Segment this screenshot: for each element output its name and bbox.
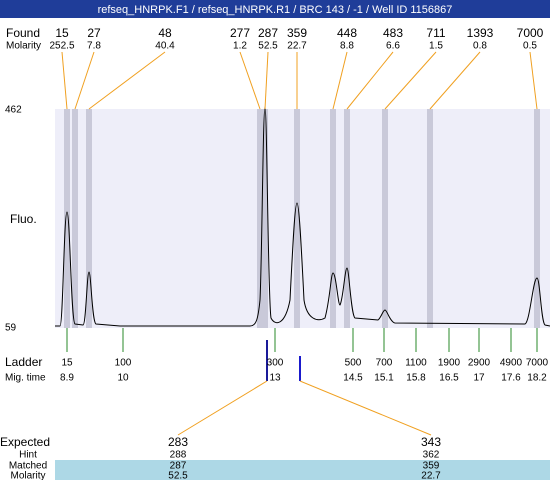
matched-band: [55, 460, 550, 480]
found-size: 711: [426, 26, 445, 40]
molarity-value: 1.2: [233, 41, 247, 52]
ladder-size: 1900: [438, 358, 461, 369]
peak-connector: [346, 51, 394, 110]
peak-connector: [429, 51, 481, 110]
connector: [299, 380, 432, 436]
found-size: 359: [287, 26, 307, 40]
y-top-label: 462: [5, 105, 22, 116]
peak-band: [262, 109, 268, 328]
matched-size: 359: [423, 461, 440, 472]
hint-size: 288: [170, 450, 187, 461]
expected-size: 343: [421, 435, 441, 449]
found-size: 15: [55, 26, 69, 40]
ladder-size: 2900: [468, 358, 491, 369]
molarity-value: 8.8: [340, 41, 354, 52]
molarity-value: 252.5: [49, 41, 74, 52]
mig-time: 13: [269, 373, 281, 384]
found-size: 277: [230, 26, 250, 40]
found-size: 448: [337, 26, 357, 40]
expected-label: Expected: [0, 435, 50, 449]
y-axis-label: Fluo.: [10, 212, 37, 226]
ladder-size: 7000: [526, 358, 549, 369]
mig-time: 10: [117, 373, 129, 384]
matched-molarity: 52.5: [168, 471, 188, 480]
found-label: Found: [6, 26, 40, 40]
peak-band: [330, 109, 336, 328]
peak-connector: [332, 51, 348, 110]
ladder-size: 500: [345, 358, 362, 369]
expected-size: 283: [168, 435, 188, 449]
ladder-size: 300: [267, 358, 284, 369]
peak-band: [72, 109, 78, 328]
matched-size: 287: [170, 461, 187, 472]
hint-size: 362: [423, 450, 440, 461]
found-size: 287: [258, 26, 278, 40]
peak-band: [427, 109, 433, 328]
molarity-value: 0.5: [523, 41, 537, 52]
peak-band: [294, 109, 300, 328]
mig-time: 14.5: [343, 373, 363, 384]
found-size: 7000: [517, 26, 544, 40]
header-bar: [0, 0, 550, 18]
ladder-label: Ladder: [5, 355, 42, 369]
mig-time-label: Mig. time: [5, 373, 46, 384]
peak-connector: [239, 51, 261, 110]
peak-band: [382, 109, 388, 328]
molarity-value: 0.8: [473, 41, 487, 52]
y-bottom-label: 59: [5, 323, 17, 334]
molarity-value: 6.6: [386, 41, 400, 52]
peak-connector: [74, 51, 95, 110]
molarity-value: 22.7: [287, 41, 307, 52]
peak-connector: [384, 51, 437, 110]
matched-molarity: 22.7: [421, 471, 441, 480]
peak-connector: [88, 51, 166, 110]
mig-time: 17.6: [501, 373, 521, 384]
peak-band: [257, 109, 263, 328]
matched-label: Matched: [9, 461, 47, 472]
ladder-size: 15: [61, 358, 73, 369]
header-title: refseq_HNRPK.F1 / refseq_HNRPK.R1 / BRC …: [98, 4, 453, 16]
mig-time: 17: [473, 373, 485, 384]
hint-label: Hint: [19, 450, 37, 461]
ladder-size: 700: [376, 358, 393, 369]
peak-band: [534, 109, 540, 328]
molarity-value: 52.5: [258, 41, 278, 52]
peak-band: [86, 109, 92, 328]
peak-connector: [264, 51, 269, 110]
peak-connector: [61, 51, 68, 110]
mig-time: 8.9: [60, 373, 74, 384]
mig-time: 15.1: [374, 373, 394, 384]
mig-time: 18.2: [527, 373, 547, 384]
molarity-value: 40.4: [155, 41, 175, 52]
trace: [55, 106, 550, 327]
found-size: 1393: [467, 26, 494, 40]
peak-band: [64, 109, 70, 328]
found-size: 27: [87, 26, 101, 40]
found-size: 48: [158, 26, 172, 40]
molarity-value: 7.8: [87, 41, 101, 52]
connector: [177, 380, 268, 436]
ladder-size: 1100: [405, 358, 427, 369]
ladder-size: 100: [115, 358, 132, 369]
molarity-value: 1.5: [429, 41, 443, 52]
peak-connector: [529, 51, 538, 110]
matched-molarity-label: Molarity: [10, 471, 45, 480]
mig-time: 15.8: [406, 373, 426, 384]
molarity-label: Molarity: [6, 41, 41, 52]
ladder-size: 4900: [500, 358, 523, 369]
mig-time: 16.5: [439, 373, 459, 384]
plot-area: [55, 109, 550, 328]
found-size: 483: [383, 26, 403, 40]
peak-band: [344, 109, 350, 328]
